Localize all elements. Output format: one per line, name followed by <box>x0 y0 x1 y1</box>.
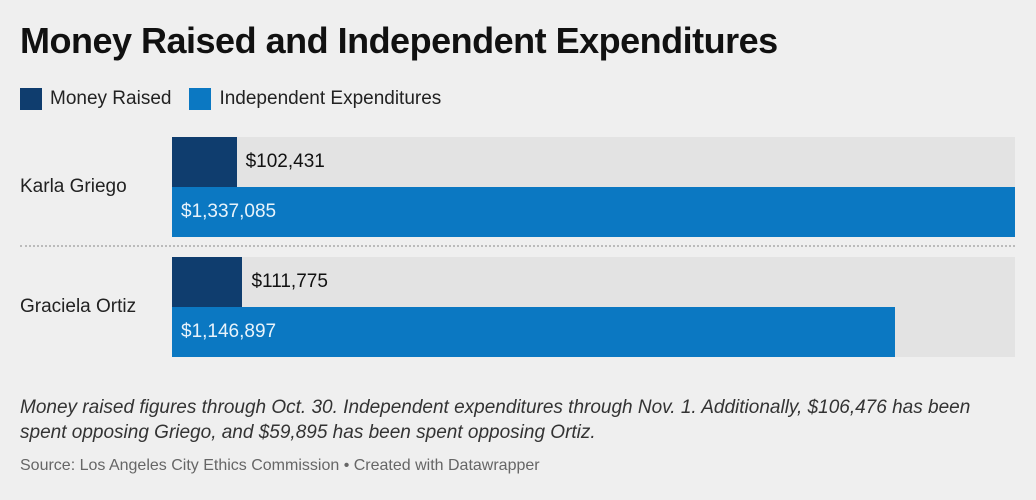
bar <box>172 307 896 357</box>
bar <box>172 257 243 307</box>
source: Source: Los Angeles City Ethics Commissi… <box>20 457 540 474</box>
legend-label: Independent Expenditures <box>219 88 442 109</box>
chart-title: Money Raised and Independent Expenditure… <box>20 20 778 61</box>
value-label: $1,146,897 <box>181 321 277 342</box>
category-label: Karla Griego <box>20 176 127 197</box>
legend-swatch <box>189 88 212 110</box>
legend-label: Money Raised <box>50 88 172 109</box>
value-label: $1,337,085 <box>181 201 277 222</box>
value-label: $111,775 <box>251 271 328 292</box>
note: Money raised figures through Oct. 30. In… <box>20 397 971 443</box>
bar <box>172 187 1015 237</box>
legend-swatch <box>20 88 42 110</box>
value-label: $102,431 <box>245 151 325 172</box>
bar <box>172 137 237 187</box>
separator <box>20 245 1015 247</box>
category-label: Graciela Ortiz <box>20 296 137 317</box>
